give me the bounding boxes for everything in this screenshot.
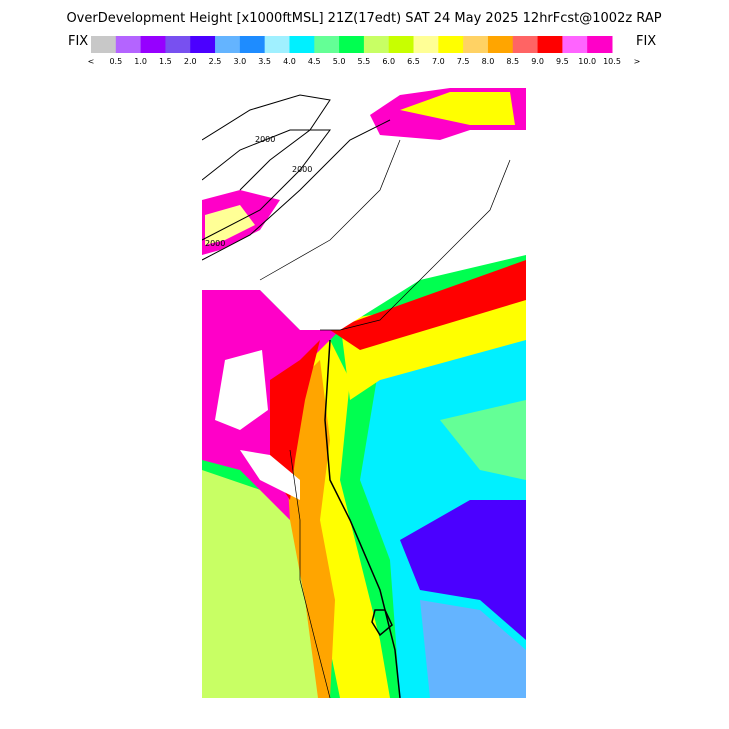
legend-swatch [239, 36, 266, 53]
legend-swatch [314, 36, 340, 53]
legend-label: 8.0 [482, 57, 495, 66]
coastline [320, 159, 511, 331]
legend-label: 6.5 [407, 57, 420, 66]
field-area [330, 260, 526, 350]
field-area [400, 500, 526, 640]
legend-label: 9.5 [556, 57, 569, 66]
legend-swatch [463, 36, 489, 53]
legend-swatch [388, 36, 415, 53]
field-area [440, 400, 526, 480]
title: OverDevelopment Height [x1000ftMSL] 21Z(… [66, 11, 661, 26]
legend-label: 10.5 [603, 57, 621, 66]
contour-line [324, 339, 401, 698]
legend-swatch [487, 36, 514, 53]
contour-line [202, 94, 331, 191]
legend-label: 5.0 [333, 57, 346, 66]
field-area [420, 600, 526, 698]
contour-line [202, 119, 391, 261]
legend-swatch [562, 36, 588, 53]
coastline [289, 449, 331, 698]
legend-label: > [634, 57, 641, 66]
legend-left-label: FIX [68, 34, 88, 49]
field-area [202, 470, 320, 698]
contour-label: 2000 [205, 239, 225, 248]
legend-swatch [438, 36, 464, 53]
legend-swatch [140, 36, 166, 53]
legend-label: 4.5 [308, 57, 321, 66]
legend-label: 10.0 [578, 57, 596, 66]
legend-label: 0.5 [109, 57, 122, 66]
legend-swatch [289, 36, 315, 53]
field-area [240, 450, 300, 500]
legend-swatch [537, 36, 563, 53]
field-area [215, 350, 268, 430]
state-border [259, 139, 401, 281]
legend-label: 5.5 [358, 57, 371, 66]
legend-swatch [512, 36, 539, 53]
legend-label: 1.5 [159, 57, 172, 66]
contour-line [371, 609, 393, 637]
field-area [400, 92, 515, 125]
legend-label: 9.0 [531, 57, 544, 66]
legend-swatch [91, 36, 117, 53]
legend-swatch [215, 36, 241, 53]
legend-swatch [165, 36, 191, 53]
map-field: 2000 2000 2000 [202, 88, 526, 698]
legend-label: 7.5 [457, 57, 470, 66]
legend: 0.5 1.0 1.5 2.0 2.5 3.0 3.5 4.0 4.5 5.0 5.5 6.0 6.5 7… [88, 36, 641, 66]
legend-label: 8.5 [506, 57, 519, 66]
legend-right-label: FIX [636, 34, 656, 49]
legend-label: 1.0 [134, 57, 147, 66]
legend-label: 3.5 [258, 57, 271, 66]
legend-swatch [587, 36, 613, 53]
legend-label: 2.5 [209, 57, 222, 66]
legend-swatch [413, 36, 439, 53]
legend-swatch [190, 36, 216, 53]
legend-label: 3.0 [233, 57, 246, 66]
legend-swatch [363, 36, 390, 53]
legend-swatch [115, 36, 142, 53]
legend-label: 4.0 [283, 57, 296, 66]
legend-swatch [339, 36, 365, 53]
contour-line [202, 129, 331, 241]
field-area [270, 340, 320, 500]
field-area [202, 88, 526, 330]
legend-swatch [264, 36, 290, 53]
legend-label: < [88, 57, 95, 66]
contour-label: 2000 [255, 135, 275, 144]
legend-label: 2.0 [184, 57, 197, 66]
legend-label: 7.0 [432, 57, 445, 66]
legend-label: 6.0 [382, 57, 395, 66]
contour-label: 2000 [292, 165, 312, 174]
